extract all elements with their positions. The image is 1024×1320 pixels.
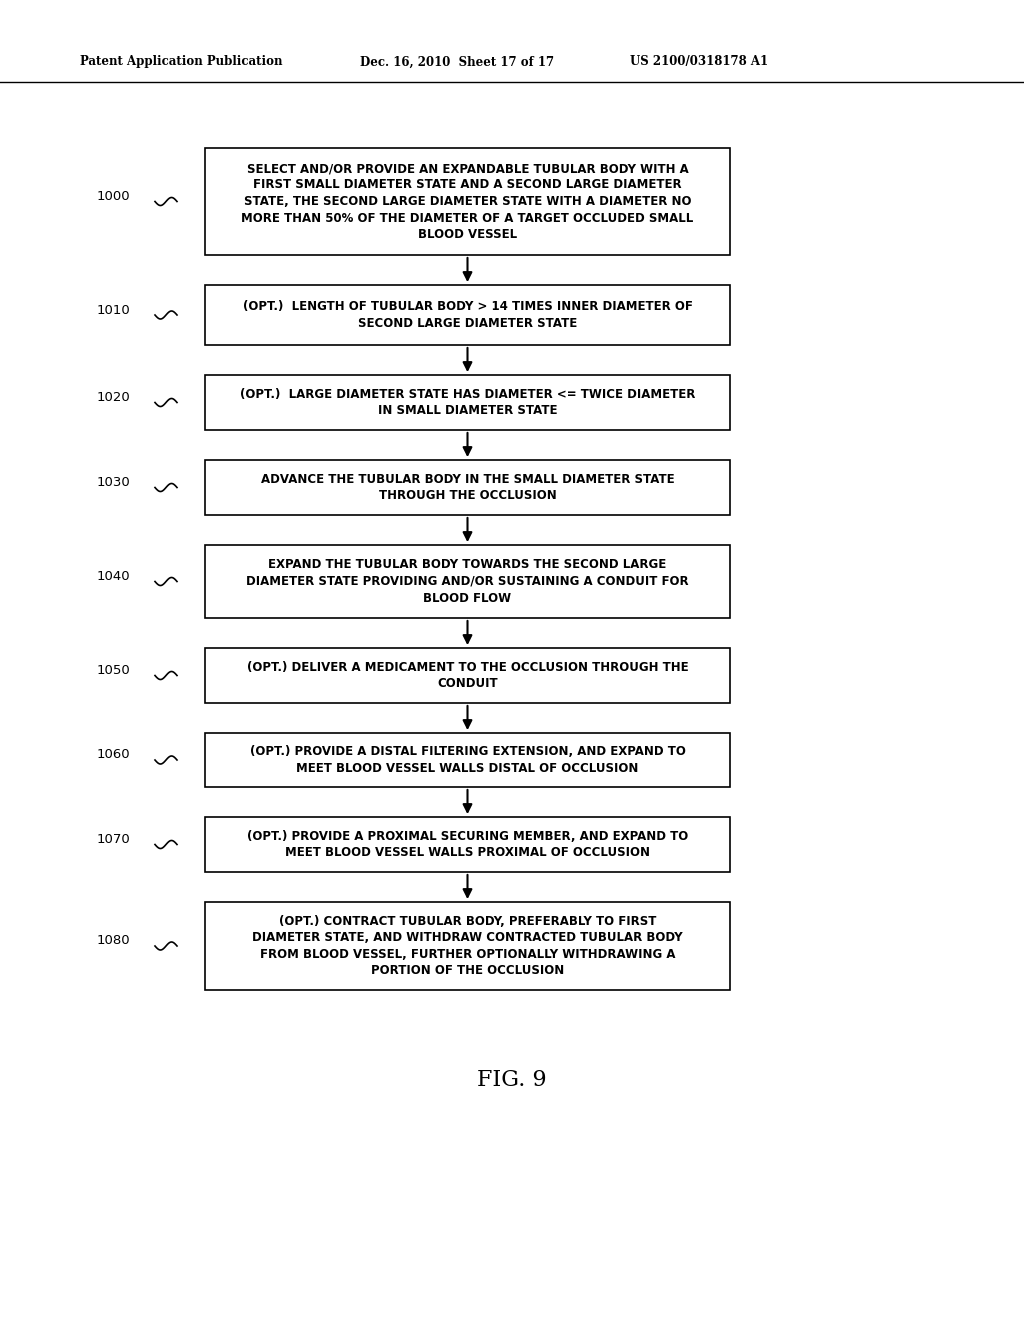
Text: US 2100/0318178 A1: US 2100/0318178 A1 (630, 55, 768, 69)
Bar (205, 817, 730, 873)
Bar (205, 733, 730, 787)
Bar (205, 902, 730, 990)
Text: 1050: 1050 (96, 664, 130, 677)
Text: SELECT AND/OR PROVIDE AN EXPANDABLE TUBULAR BODY WITH A
FIRST SMALL DIAMETER STA: SELECT AND/OR PROVIDE AN EXPANDABLE TUBU… (242, 162, 693, 242)
Text: EXPAND THE TUBULAR BODY TOWARDS THE SECOND LARGE
DIAMETER STATE PROVIDING AND/OR: EXPAND THE TUBULAR BODY TOWARDS THE SECO… (246, 558, 689, 605)
Text: Patent Application Publication: Patent Application Publication (80, 55, 283, 69)
Text: (OPT.) DELIVER A MEDICAMENT TO THE OCCLUSION THROUGH THE
CONDUIT: (OPT.) DELIVER A MEDICAMENT TO THE OCCLU… (247, 661, 688, 690)
Text: 1000: 1000 (96, 190, 130, 203)
Bar (205, 375, 730, 430)
Text: 1070: 1070 (96, 833, 130, 846)
Text: 1080: 1080 (96, 935, 130, 948)
Bar (205, 545, 730, 618)
Text: Dec. 16, 2010  Sheet 17 of 17: Dec. 16, 2010 Sheet 17 of 17 (360, 55, 554, 69)
Text: (OPT.) PROVIDE A DISTAL FILTERING EXTENSION, AND EXPAND TO
MEET BLOOD VESSEL WAL: (OPT.) PROVIDE A DISTAL FILTERING EXTENS… (250, 746, 685, 775)
Text: (OPT.) PROVIDE A PROXIMAL SECURING MEMBER, AND EXPAND TO
MEET BLOOD VESSEL WALLS: (OPT.) PROVIDE A PROXIMAL SECURING MEMBE… (247, 830, 688, 859)
Text: (OPT.)  LARGE DIAMETER STATE HAS DIAMETER <= TWICE DIAMETER
IN SMALL DIAMETER ST: (OPT.) LARGE DIAMETER STATE HAS DIAMETER… (240, 388, 695, 417)
Text: 1010: 1010 (96, 304, 130, 317)
Bar (205, 459, 730, 515)
Text: ADVANCE THE TUBULAR BODY IN THE SMALL DIAMETER STATE
THROUGH THE OCCLUSION: ADVANCE THE TUBULAR BODY IN THE SMALL DI… (261, 473, 675, 502)
Bar (205, 285, 730, 345)
Text: FIG. 9: FIG. 9 (477, 1069, 547, 1092)
Text: 1060: 1060 (96, 748, 130, 762)
Bar (205, 648, 730, 704)
Bar (205, 148, 730, 255)
Text: 1040: 1040 (96, 570, 130, 583)
Text: 1020: 1020 (96, 391, 130, 404)
Text: 1030: 1030 (96, 477, 130, 488)
Text: (OPT.) CONTRACT TUBULAR BODY, PREFERABLY TO FIRST
DIAMETER STATE, AND WITHDRAW C: (OPT.) CONTRACT TUBULAR BODY, PREFERABLY… (252, 915, 683, 977)
Text: (OPT.)  LENGTH OF TUBULAR BODY > 14 TIMES INNER DIAMETER OF
SECOND LARGE DIAMETE: (OPT.) LENGTH OF TUBULAR BODY > 14 TIMES… (243, 300, 692, 330)
